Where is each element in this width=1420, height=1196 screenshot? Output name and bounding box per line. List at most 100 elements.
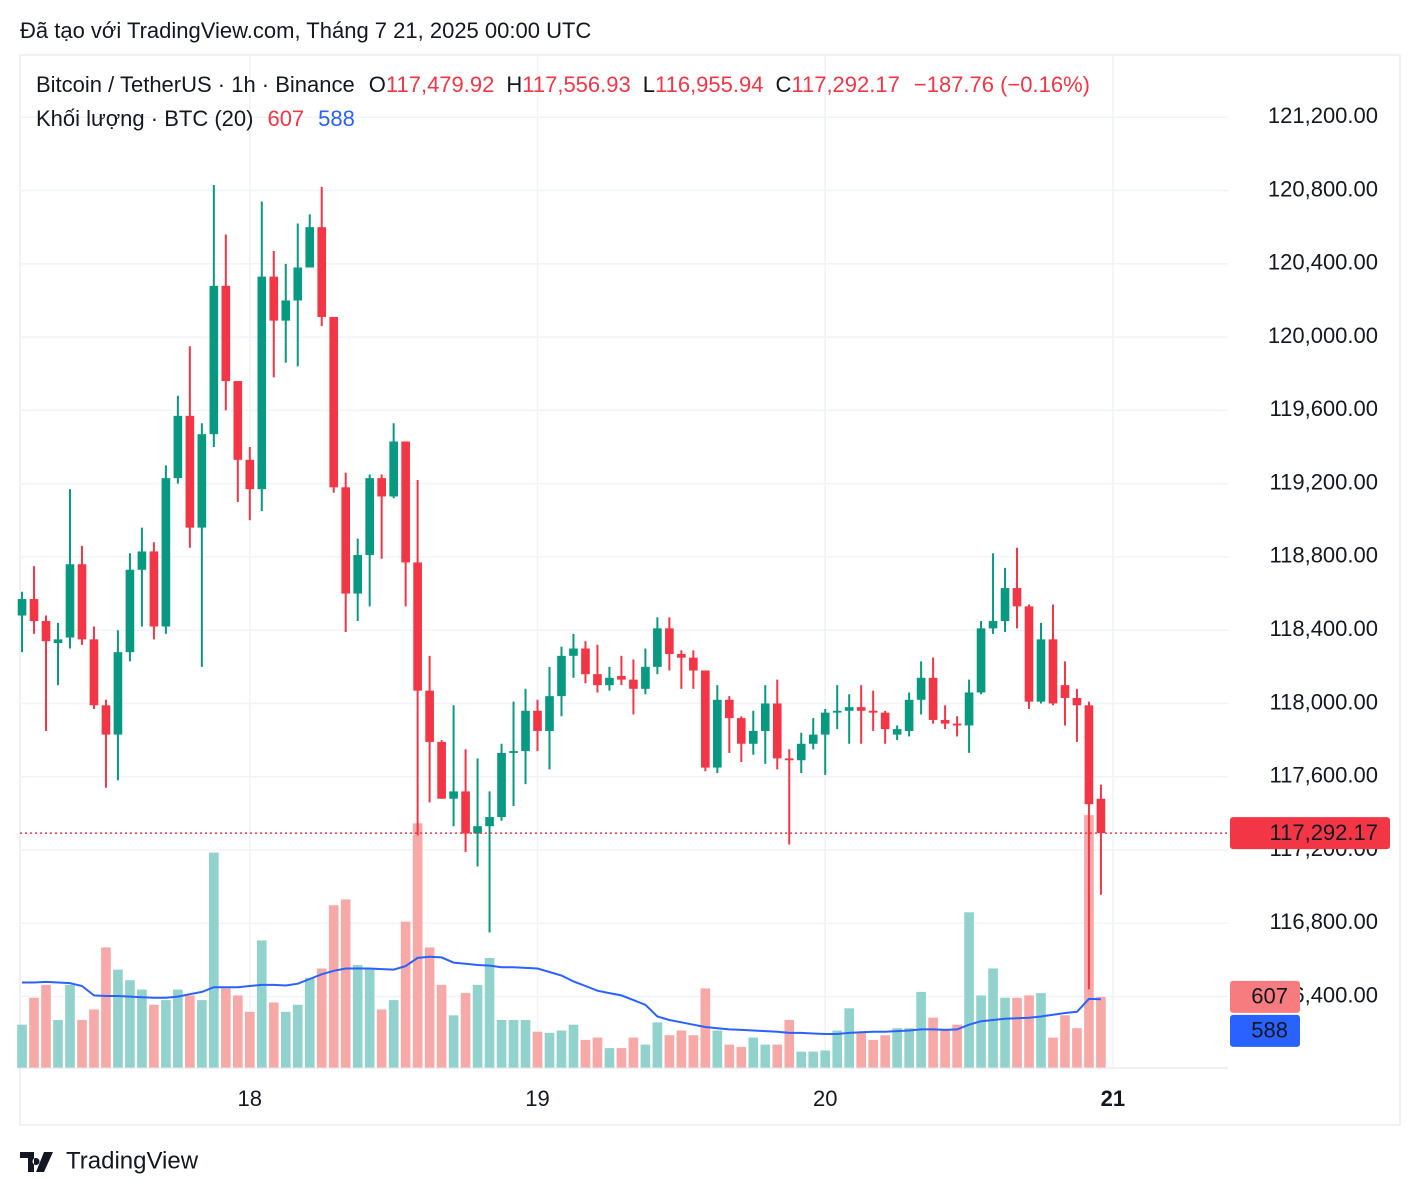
- volume-bar: [53, 1019, 63, 1068]
- candle-body: [305, 227, 315, 268]
- volume-bar: [832, 1030, 843, 1068]
- volume-bar: [101, 947, 111, 1068]
- volume-bar: [880, 1035, 890, 1068]
- footer-brand: TradingView: [66, 1147, 199, 1174]
- volume-bar: [328, 905, 339, 1068]
- volume-bar: [712, 1030, 723, 1068]
- volume-bar: [125, 980, 135, 1068]
- volume-bar: [41, 984, 51, 1068]
- logo-icon: [20, 1152, 53, 1172]
- y-tick-label: 119,600.00: [1270, 396, 1378, 421]
- volume-bar: [820, 1050, 831, 1068]
- candle-body: [317, 227, 327, 317]
- volume-box-label: 607: [1251, 984, 1288, 1009]
- candle-body: [125, 569, 135, 653]
- volume-bar: [376, 1009, 387, 1068]
- ohlc-value: 117,556.93: [522, 72, 630, 97]
- volume-bar: [592, 1037, 603, 1068]
- candle-body: [820, 712, 830, 735]
- volume-bar: [460, 993, 471, 1068]
- candle-body: [868, 710, 878, 713]
- volume-bar: [233, 995, 243, 1068]
- volume-bar: [209, 852, 219, 1068]
- candle-body: [784, 758, 794, 761]
- volume-bar: [988, 968, 998, 1068]
- x-tick-label: 21: [1101, 1086, 1125, 1111]
- volume-bar: [532, 1031, 543, 1068]
- volume-ma-line: [22, 955, 1101, 1035]
- y-tick-label: 116,800.00: [1270, 909, 1378, 934]
- candle-body: [724, 699, 734, 719]
- volume-ma-box: [1230, 1014, 1300, 1047]
- volume-bar: [676, 1030, 687, 1068]
- candle-body: [221, 285, 231, 382]
- volume-bar: [77, 1019, 87, 1068]
- volume-bar: [448, 1015, 459, 1068]
- candle-body: [425, 690, 434, 742]
- candle-body: [1060, 685, 1070, 698]
- candle-body: [137, 551, 147, 570]
- volume-bar: [149, 1004, 159, 1068]
- candle-body: [149, 551, 159, 627]
- volume-bar: [940, 1030, 950, 1068]
- candle-body: [497, 752, 506, 818]
- volume-bar: [868, 1039, 878, 1068]
- volume-bar: [185, 995, 195, 1068]
- candle-body: [41, 621, 51, 642]
- volume-bar: [1036, 993, 1046, 1068]
- candle-body: [389, 441, 398, 497]
- last-price-box: [1230, 817, 1390, 850]
- volume-bar: [772, 1044, 783, 1068]
- volume-box: [1230, 980, 1300, 1013]
- volume-bar: [1096, 996, 1106, 1068]
- volume-bar: [292, 1004, 303, 1068]
- volume-legend: Khối lượng · BTC (20) 607 588: [36, 106, 355, 131]
- y-tick-label: 118,000.00: [1270, 689, 1378, 714]
- y-tick-label: 119,200.00: [1270, 469, 1378, 494]
- volume-bar: [736, 1046, 747, 1068]
- ohlc-key: O: [369, 72, 386, 97]
- volume-bar: [304, 977, 315, 1068]
- y-tick-label: 120,000.00: [1268, 323, 1378, 348]
- ohlc-value: 117,479.92: [386, 72, 494, 97]
- volume-bar: [748, 1037, 759, 1068]
- volume-bar: [700, 988, 711, 1068]
- ohlc-key: L: [643, 72, 655, 97]
- volume-bar: [844, 1008, 855, 1068]
- candle-body: [557, 655, 566, 697]
- x-tick-label: 18: [238, 1086, 262, 1111]
- candle-body: [1012, 588, 1022, 607]
- volume-bar: [928, 1017, 938, 1068]
- volume-ma-box-label: 588: [1251, 1018, 1288, 1043]
- candle-body: [197, 434, 207, 528]
- y-tick-label: 118,400.00: [1270, 616, 1378, 641]
- volume-bar: [137, 989, 147, 1068]
- candle-body: [736, 718, 746, 744]
- ohlc-key: C: [775, 72, 791, 97]
- candle-body: [461, 791, 470, 834]
- volume-bar: [400, 921, 411, 1068]
- volume-bar: [796, 1051, 807, 1068]
- ohlc-value: 117,292.17: [791, 72, 899, 97]
- candle-body: [617, 675, 626, 680]
- candle-body: [1000, 588, 1010, 622]
- volume-bar: [316, 968, 327, 1068]
- volume-bar: [1024, 995, 1034, 1068]
- volume-bar: [784, 1019, 795, 1068]
- volume-bar: [280, 1011, 291, 1068]
- candle-body: [341, 487, 351, 594]
- volume-title: Khối lượng · BTC (20): [36, 106, 253, 131]
- volume-bar: [964, 912, 974, 1068]
- logo: TradingView: [20, 1147, 199, 1174]
- volume-bar: [616, 1048, 627, 1068]
- volume-bar: [412, 823, 423, 1068]
- volume-bar: [352, 964, 363, 1068]
- chart-frame: [19, 54, 1401, 1126]
- candle-body: [173, 415, 183, 479]
- candles: [17, 185, 1106, 990]
- volume-bar: [1060, 1015, 1070, 1068]
- candle-body: [629, 679, 638, 689]
- candle-body: [161, 478, 171, 627]
- volume-bar: [760, 1044, 771, 1068]
